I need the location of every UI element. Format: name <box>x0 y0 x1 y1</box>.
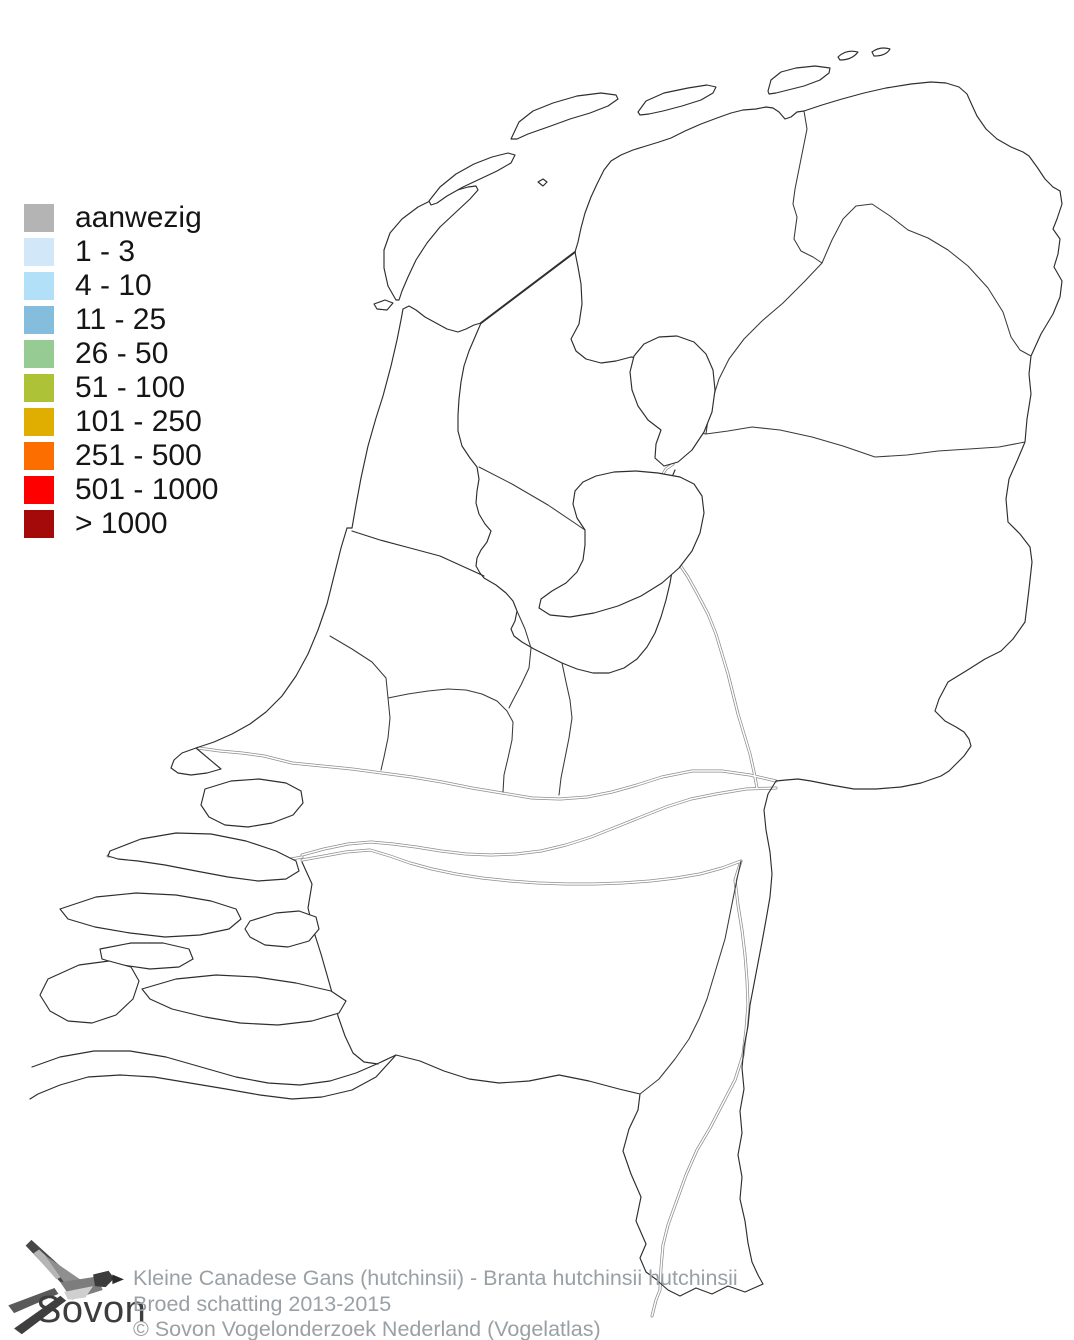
legend-item: 26 - 50 <box>24 337 218 370</box>
coastline <box>29 81 1063 1297</box>
swallow-head <box>93 1270 115 1288</box>
island-rottumeroog <box>871 47 891 57</box>
limburg-east-border <box>656 780 777 1297</box>
brabant-west-border <box>301 861 379 1065</box>
swallow-beak <box>112 1274 124 1285</box>
legend-item: 1 - 3 <box>24 235 218 268</box>
legend-label: 251 - 500 <box>75 439 202 472</box>
coast-west <box>195 305 482 749</box>
swallow-belly-facet <box>64 1286 94 1300</box>
polders <box>538 335 716 618</box>
legend-swatch <box>24 238 54 266</box>
coast-noordholland-east-randmeren <box>457 322 677 674</box>
legend-label: 1 - 3 <box>75 235 136 268</box>
afsluitdijk <box>480 251 576 324</box>
noordoostpolder <box>629 335 716 467</box>
sovon-wordmark: Sovon <box>36 1289 147 1331</box>
border-brabant-limburg <box>639 860 742 1095</box>
legend-label: 11 - 25 <box>75 303 167 336</box>
german-border <box>775 190 1063 790</box>
caption-species: Kleine Canadese Gans (hutchinsii) - Bran… <box>133 1266 738 1290</box>
island-tholen <box>244 910 320 948</box>
border-drenthe-overijssel <box>705 426 1026 458</box>
legend-label: 26 - 50 <box>75 337 169 370</box>
rivers <box>106 462 778 1318</box>
caption-copyright: © Sovon Vogelonderzoek Nederland (Vogela… <box>133 1317 601 1340</box>
legend-item: 51 - 100 <box>24 371 218 404</box>
legend-label: > 1000 <box>75 507 168 540</box>
border-friesland-drenthe <box>705 262 823 435</box>
legend-label: 101 - 250 <box>75 405 202 438</box>
legend-item: 101 - 250 <box>24 405 218 438</box>
island-walcheren <box>39 960 140 1024</box>
noordzeekanaal <box>351 530 485 577</box>
border-friesland-groningen <box>792 110 823 264</box>
sovon-swallow-logo-icon <box>8 1239 124 1335</box>
border-noordholland-zuidholland <box>329 635 391 771</box>
legend-item: 4 - 10 <box>24 269 218 302</box>
legend-label: 51 - 100 <box>75 371 186 404</box>
legend-swatch <box>24 510 54 538</box>
legend-item: aanwezig <box>24 201 218 234</box>
legend-item: > 1000 <box>24 507 218 540</box>
coast-groningen <box>803 81 1061 192</box>
island-zuid-beveland <box>141 974 347 1026</box>
wadden-islands <box>373 47 891 311</box>
legend-item: 501 - 1000 <box>24 473 219 506</box>
island-goeree-overflakkee <box>107 832 300 882</box>
legend-label: aanwezig <box>75 201 202 234</box>
border-gelderland-utrecht <box>558 662 573 796</box>
legend-swatch <box>24 374 54 402</box>
legend-label: 501 - 1000 <box>75 473 219 506</box>
legend-swatch <box>24 340 54 368</box>
legend-label: 4 - 10 <box>75 269 152 302</box>
province-borders <box>329 110 1032 1095</box>
legend-item: 251 - 500 <box>24 439 218 472</box>
legend-item: 11 - 25 <box>24 303 218 336</box>
border-utrecht-west <box>387 688 514 793</box>
swallow-wing-near <box>44 1255 82 1289</box>
island-terschelling <box>510 92 619 140</box>
legend-swatch <box>24 442 54 470</box>
legend-swatch <box>24 476 54 504</box>
legend-swatch <box>24 272 54 300</box>
flevoland <box>538 470 705 618</box>
island-noorderhaaks <box>373 299 394 311</box>
island-voorne-putten <box>200 778 304 828</box>
border-utrecht-east <box>508 610 532 709</box>
island-rottumerplaat <box>837 50 859 61</box>
island-ameland <box>637 84 717 116</box>
island-texel <box>383 185 479 301</box>
houtribdijk <box>478 466 586 531</box>
swallow-tail-streamer-upper <box>8 1288 59 1314</box>
island-griend <box>537 178 548 187</box>
caption-survey: Broed schatting 2013-2015 <box>133 1291 392 1316</box>
island-vlieland <box>428 152 516 206</box>
river-maas-limburg-core <box>651 860 749 1317</box>
delta-islands <box>39 747 347 1026</box>
swallow-tail-streamer-lower <box>14 1295 67 1335</box>
map-caption: Kleine Canadese Gans (hutchinsii) - Bran… <box>133 1266 893 1340</box>
belgian-border-limburg-west <box>31 1050 658 1281</box>
border-groningen-drenthe <box>821 203 1032 357</box>
river-maas-bergsche <box>300 848 743 886</box>
island-schouwen-duiveland <box>59 892 242 938</box>
maasvlakte-europoort <box>170 747 222 776</box>
zeeuws-vlaanderen-south <box>29 1054 397 1100</box>
legend-swatch <box>24 408 54 436</box>
island-schiermonnikoog <box>767 65 831 95</box>
river-maas-limburg <box>650 859 750 1318</box>
coast-friesland-north <box>574 106 805 253</box>
legend-swatch <box>24 204 54 232</box>
legend-swatch <box>24 306 54 334</box>
